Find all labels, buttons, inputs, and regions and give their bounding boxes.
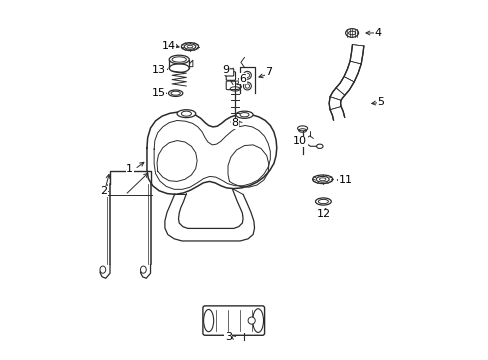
FancyBboxPatch shape (226, 72, 235, 80)
Ellipse shape (169, 55, 189, 64)
Ellipse shape (169, 64, 189, 72)
Ellipse shape (100, 266, 105, 273)
Ellipse shape (297, 126, 307, 131)
Polygon shape (328, 45, 363, 120)
Ellipse shape (235, 111, 253, 118)
Ellipse shape (228, 84, 241, 90)
Ellipse shape (243, 82, 251, 90)
Ellipse shape (312, 175, 332, 184)
Text: 9: 9 (222, 64, 229, 75)
Polygon shape (147, 112, 276, 194)
Text: 2: 2 (99, 186, 106, 197)
Ellipse shape (203, 310, 213, 332)
Text: 12: 12 (316, 209, 330, 219)
Ellipse shape (181, 42, 198, 50)
Text: 14: 14 (161, 41, 175, 50)
Circle shape (247, 317, 255, 324)
Text: 6: 6 (239, 74, 245, 84)
Ellipse shape (243, 71, 251, 79)
Ellipse shape (177, 110, 195, 118)
Text: 1: 1 (126, 164, 133, 174)
FancyBboxPatch shape (203, 306, 264, 335)
Text: 11: 11 (338, 175, 352, 185)
Text: 8: 8 (231, 118, 238, 128)
Text: 2: 2 (100, 186, 107, 197)
Ellipse shape (316, 144, 323, 148)
Ellipse shape (231, 119, 239, 125)
Ellipse shape (168, 90, 183, 96)
Text: 13: 13 (152, 64, 166, 75)
Text: 15: 15 (151, 88, 165, 98)
Ellipse shape (252, 309, 263, 332)
Ellipse shape (345, 29, 358, 37)
Text: 10: 10 (292, 136, 306, 146)
Text: 5: 5 (377, 97, 384, 107)
Text: 7: 7 (265, 67, 272, 77)
Text: 3: 3 (224, 332, 231, 342)
FancyBboxPatch shape (226, 81, 235, 90)
FancyBboxPatch shape (224, 69, 233, 76)
Ellipse shape (140, 266, 146, 273)
Text: 4: 4 (374, 28, 381, 38)
Ellipse shape (315, 198, 330, 205)
